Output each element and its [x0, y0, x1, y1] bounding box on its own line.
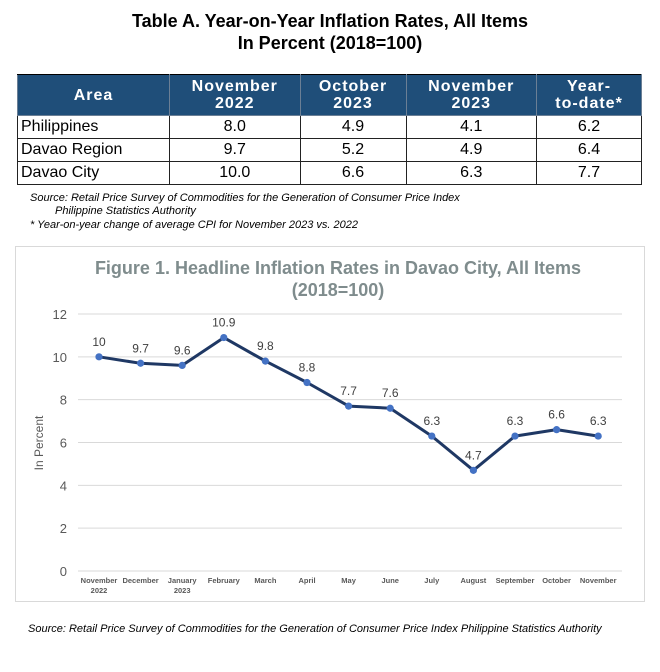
- chart-title-line2: (2018=100): [291, 280, 385, 300]
- data-label: 8.8: [299, 361, 316, 375]
- data-point: [386, 404, 394, 412]
- header-ytd-line2: to-date*: [555, 95, 623, 112]
- y-tick-label: 12: [53, 307, 67, 322]
- y-tick-label: 8: [60, 393, 67, 408]
- cell-ytd: 6.4: [536, 138, 642, 162]
- data-point: [178, 361, 186, 369]
- x-tick-label: July: [424, 576, 440, 585]
- table-footnote: * Year-on-year change of average CPI for…: [30, 219, 358, 231]
- chart-title: Figure 1. Headline Inflation Rates in Da…: [0, 257, 660, 301]
- data-point: [220, 333, 228, 342]
- data-point: [345, 402, 353, 410]
- data-point: [428, 432, 436, 440]
- chart-frame: [15, 246, 645, 602]
- y-tick-label: 4: [60, 478, 67, 493]
- y-axis-label: In Percent: [32, 415, 46, 470]
- cell-ytd: 6.2: [536, 115, 642, 139]
- data-point: [303, 378, 311, 387]
- table-header-row: Area November 2022 October 2023 November…: [17, 74, 642, 116]
- header-nov-2023: November 2023: [405, 74, 538, 116]
- cell-oct-2023: 6.6: [299, 161, 407, 185]
- cell-nov-2023: 6.3: [405, 161, 538, 185]
- y-tick-label: 6: [60, 436, 67, 451]
- table-source-line2: Philippine Statistics Authority: [55, 205, 196, 217]
- x-tick-label: March: [254, 576, 277, 585]
- cell-area: Davao City: [17, 161, 170, 185]
- y-tick-label: 2: [60, 521, 67, 536]
- cell-area: Davao Region: [17, 138, 170, 162]
- header-oct-2023-line1: October: [318, 78, 388, 95]
- header-area-label: Area: [73, 86, 114, 104]
- x-tick-label: June: [381, 576, 399, 585]
- cell-area: Philippines: [17, 115, 170, 139]
- data-label: 9.8: [257, 339, 274, 353]
- x-tick-label: April: [298, 576, 315, 585]
- y-tick-label: 0: [60, 564, 67, 579]
- table-title-line1: Table A. Year-on-Year Inflation Rates, A…: [131, 11, 529, 31]
- table-row: Davao City 10.0 6.6 6.3 7.7: [17, 161, 642, 185]
- x-tick-label: October: [542, 576, 571, 585]
- data-label: 7.6: [382, 386, 399, 400]
- header-nov-2023-line2: 2023: [451, 95, 492, 112]
- data-point: [469, 466, 477, 474]
- header-oct-2023-line2: 2023: [333, 95, 373, 112]
- inflation-table: Area November 2022 October 2023 November…: [17, 74, 642, 185]
- data-label: 6.3: [423, 414, 440, 428]
- header-ytd: Year- to-date*: [536, 74, 642, 116]
- chart-source: Source: Retail Price Survey of Commoditi…: [28, 623, 602, 635]
- table-row: Philippines 8.0 4.9 4.1 6.2: [17, 115, 642, 139]
- table-row: Davao Region 9.7 5.2 4.9 6.4: [17, 138, 642, 162]
- data-point: [511, 432, 519, 440]
- x-tick-label: September: [496, 576, 535, 585]
- header-nov-2022-line2: 2022: [214, 95, 255, 112]
- table-source-line1: Source: Retail Price Survey of Commoditi…: [30, 192, 460, 204]
- data-label: 4.7: [465, 448, 482, 462]
- data-label: 7.7: [340, 384, 357, 398]
- data-point: [261, 357, 269, 365]
- cell-ytd: 7.7: [536, 161, 642, 185]
- y-tick-label: 10: [53, 350, 67, 365]
- x-tick-label-year: 2023: [174, 586, 191, 595]
- data-point: [553, 426, 561, 434]
- x-tick-label: May: [341, 576, 356, 585]
- cell-nov-2023: 4.9: [405, 138, 538, 162]
- data-label: 9.6: [174, 343, 191, 357]
- cell-oct-2023: 4.9: [299, 115, 407, 139]
- data-label: 9.7: [132, 341, 149, 355]
- header-nov-2023-line1: November: [428, 78, 515, 95]
- cell-nov-2022: 10.0: [169, 161, 301, 185]
- x-tick-label-year: 2022: [91, 586, 108, 595]
- data-label: 6.3: [507, 414, 524, 428]
- table-title: Table A. Year-on-Year Inflation Rates, A…: [0, 10, 660, 54]
- data-label: 10.9: [212, 316, 236, 330]
- x-tick-label: January: [168, 576, 198, 585]
- data-point: [594, 432, 602, 440]
- data-label: 6.6: [548, 408, 565, 422]
- header-area: Area: [17, 74, 170, 116]
- table-title-line2: In Percent (2018=100): [237, 33, 423, 53]
- header-nov-2022: November 2022: [169, 74, 301, 116]
- x-tick-label: February: [208, 576, 241, 585]
- header-nov-2022-line1: November: [191, 78, 278, 95]
- header-oct-2023: October 2023: [299, 74, 407, 116]
- data-point: [137, 359, 145, 367]
- x-tick-label: November: [580, 576, 617, 585]
- data-label: 6.3: [590, 414, 607, 428]
- data-label: 10: [92, 335, 106, 349]
- x-tick-label: August: [460, 576, 486, 585]
- chart-title-line1: Figure 1. Headline Inflation Rates in Da…: [94, 258, 582, 278]
- x-tick-label: November: [81, 576, 118, 585]
- data-point: [95, 353, 103, 361]
- header-ytd-line1: Year-: [566, 78, 612, 95]
- x-tick-label: December: [122, 576, 158, 585]
